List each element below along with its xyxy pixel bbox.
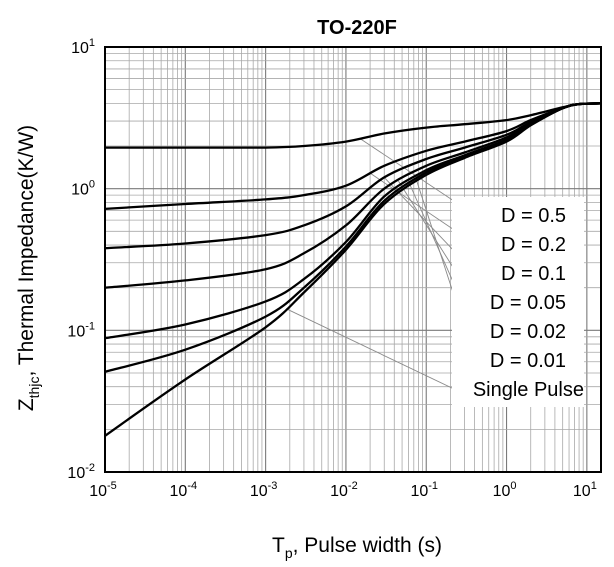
x-tick-label-4: 10-1 [410,480,438,500]
legend-entry-1: D = 0.2 [501,234,566,256]
legend-entry-3: D = 0.05 [490,292,566,314]
y-tick-label-3: 101 [71,37,95,57]
legend-entry-5: D = 0.01 [490,350,566,372]
x-tick-labels: 10-5 10-4 10-3 10-2 10-1 100 101 [89,480,597,500]
x-tick-label-5: 100 [493,480,517,500]
plot-frame [104,46,602,473]
legend-entry-4: D = 0.02 [490,321,566,343]
x-tick-label-0: 10-5 [89,480,117,500]
series-line-1 [104,102,602,211]
x-tick-label-6: 101 [573,480,597,500]
x-tick-label-1: 10-4 [170,480,198,500]
x-tick-label-2: 10-3 [250,480,278,500]
y-axis-label: Zthjc, Thermal Impedance(K/W) [15,125,42,411]
legend-entry-2: D = 0.1 [501,263,566,285]
chart-title: TO-220F [317,17,397,39]
y-tick-label-1: 10-1 [67,320,95,340]
legend-leader-lines [285,138,476,390]
x-tick-label-3: 10-2 [330,480,358,500]
legend-entry-6: Single Pulse [473,379,584,401]
series-line-6 [104,102,602,437]
y-tick-labels: 10-2 10-1 100 101 [67,37,95,482]
legend: D = 0.5 D = 0.2 D = 0.1 D = 0.05 D = 0.02 D =… [473,205,584,401]
series-lines [104,102,602,437]
y-tick-label-0: 10-2 [67,462,95,482]
y-tick-label-2: 100 [71,179,95,199]
legend-entry-0: D = 0.5 [501,205,566,227]
legend-box [452,197,584,407]
x-axis-label: Tp, Pulse width (s) [272,534,442,561]
leader-line-6 [285,308,455,390]
